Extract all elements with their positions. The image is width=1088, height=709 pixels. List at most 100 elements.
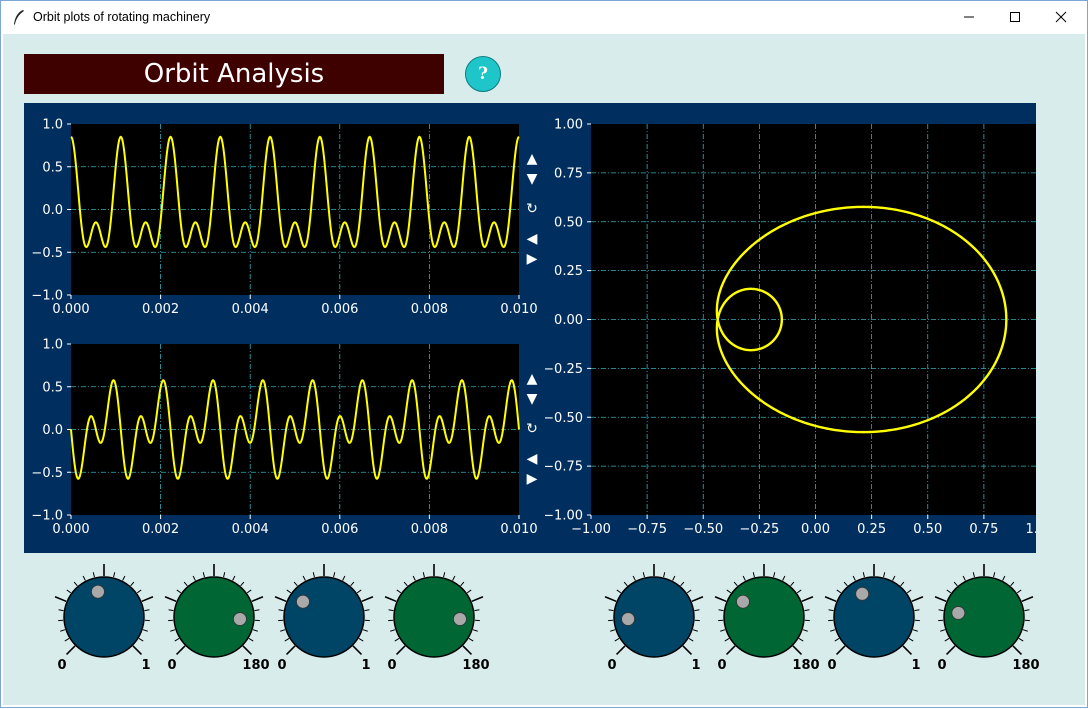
knob-tick [973,572,974,577]
maximize-icon [1009,11,1021,23]
orbit-ytick-label: −0.50 [545,411,583,426]
x-signal-right-button[interactable]: ▶ [527,251,538,267]
knob-tick [727,646,735,654]
knob-dial[interactable] [284,577,364,657]
knob-tick [93,572,94,577]
knob-tick [390,630,395,632]
x-signal-reset-button[interactable]: ↻ [526,201,538,217]
knob-tick [287,646,295,654]
knob-tick [1023,630,1028,632]
knob-tick [343,576,345,580]
x-signal-down-button[interactable]: ▼ [527,171,538,187]
knob-tick [142,597,153,602]
knob-min-label: 0 [607,658,616,673]
knob-tick [664,572,665,577]
knob-tick [909,638,913,641]
knob-tick [67,590,71,593]
knob-tick [247,590,251,593]
knob-indicator [736,595,749,608]
title-bar[interactable]: Orbit plots of rotating machinery [1,1,1087,33]
knob-min-label: 0 [387,658,396,673]
x-signal-up-button[interactable]: ▲ [527,151,538,167]
help-button[interactable]: ? [465,56,501,92]
knob-tick [609,610,614,611]
maximize-button[interactable] [992,1,1038,33]
knob-tick [617,646,625,654]
knob-tick [67,646,75,654]
knob-tick [275,597,286,602]
knob-tick [177,646,185,654]
knob-dial[interactable] [834,577,914,657]
knob-tick [803,630,808,632]
knob-tick [945,638,949,641]
orbit-ytick-label: −0.75 [545,460,583,475]
orbit-chart: −1.00−0.75−0.50−0.250.000.250.500.751.00… [545,103,1036,553]
knob-tick [243,646,251,654]
knob-tick [252,597,263,602]
orbit-xtick-label: 0.50 [913,522,942,537]
orbit-ytick-label: 0.50 [554,215,583,230]
knob-min-label: 0 [277,658,286,673]
knob-tick [884,572,885,577]
knob-tick [719,610,724,611]
knob-tick [743,576,745,580]
knob-tick [935,597,946,602]
knob-tick [359,638,363,641]
knob-tick [912,597,923,602]
close-button[interactable] [1038,1,1084,33]
orbit-xtick-label: 0.25 [857,522,886,537]
x-signal-left-button[interactable]: ◀ [527,231,538,247]
knob-dial[interactable] [724,577,804,657]
knob-tick [413,576,415,580]
knob-tick [143,630,148,632]
x-signal-xtick-label: 0.008 [411,302,448,317]
minimize-icon [963,11,975,23]
knob-tick [994,572,995,577]
x-signal-ytick-label: −0.5 [31,246,63,261]
minimize-button[interactable] [946,1,992,33]
knob-tick [963,576,965,580]
knob-max-label: 1 [691,658,700,673]
knob-tick [65,638,69,641]
knob-max-label: 1 [361,658,370,673]
knob-tick [727,590,731,593]
knob-tick [362,597,373,602]
orbit-ytick-label: −1.00 [545,509,583,524]
knob-tick [469,638,473,641]
knob-tick [774,572,775,577]
knob-tick [224,572,225,577]
knob-indicator [453,613,466,626]
knob-tick [844,582,847,586]
close-icon [1055,11,1067,23]
y-signal-xtick-label: 0.006 [321,522,358,537]
knob-tick [687,590,691,593]
knob-tick [385,597,396,602]
knob-tick [254,610,259,611]
y-signal-reset-button[interactable]: ↻ [526,421,538,437]
y-signal-up-button[interactable]: ▲ [527,371,538,387]
knob-tick [203,572,204,577]
knob-tick [954,582,957,586]
knob-tick [624,582,627,586]
knob-tick [389,610,394,611]
y-signal-xtick-label: 0.008 [411,522,448,537]
y-signal-down-button[interactable]: ▼ [527,391,538,407]
knob-tick [233,576,235,580]
x-signal-xtick-label: 0.002 [142,302,179,317]
x-signal-ytick-label: −1.0 [31,289,63,304]
y-signal-left-button[interactable]: ◀ [527,451,538,467]
orbit-panel: −1.00−0.75−0.50−0.250.000.250.500.751.00… [545,103,1036,553]
knob-tick [139,638,143,641]
y-signal-right-button[interactable]: ▶ [527,471,538,487]
